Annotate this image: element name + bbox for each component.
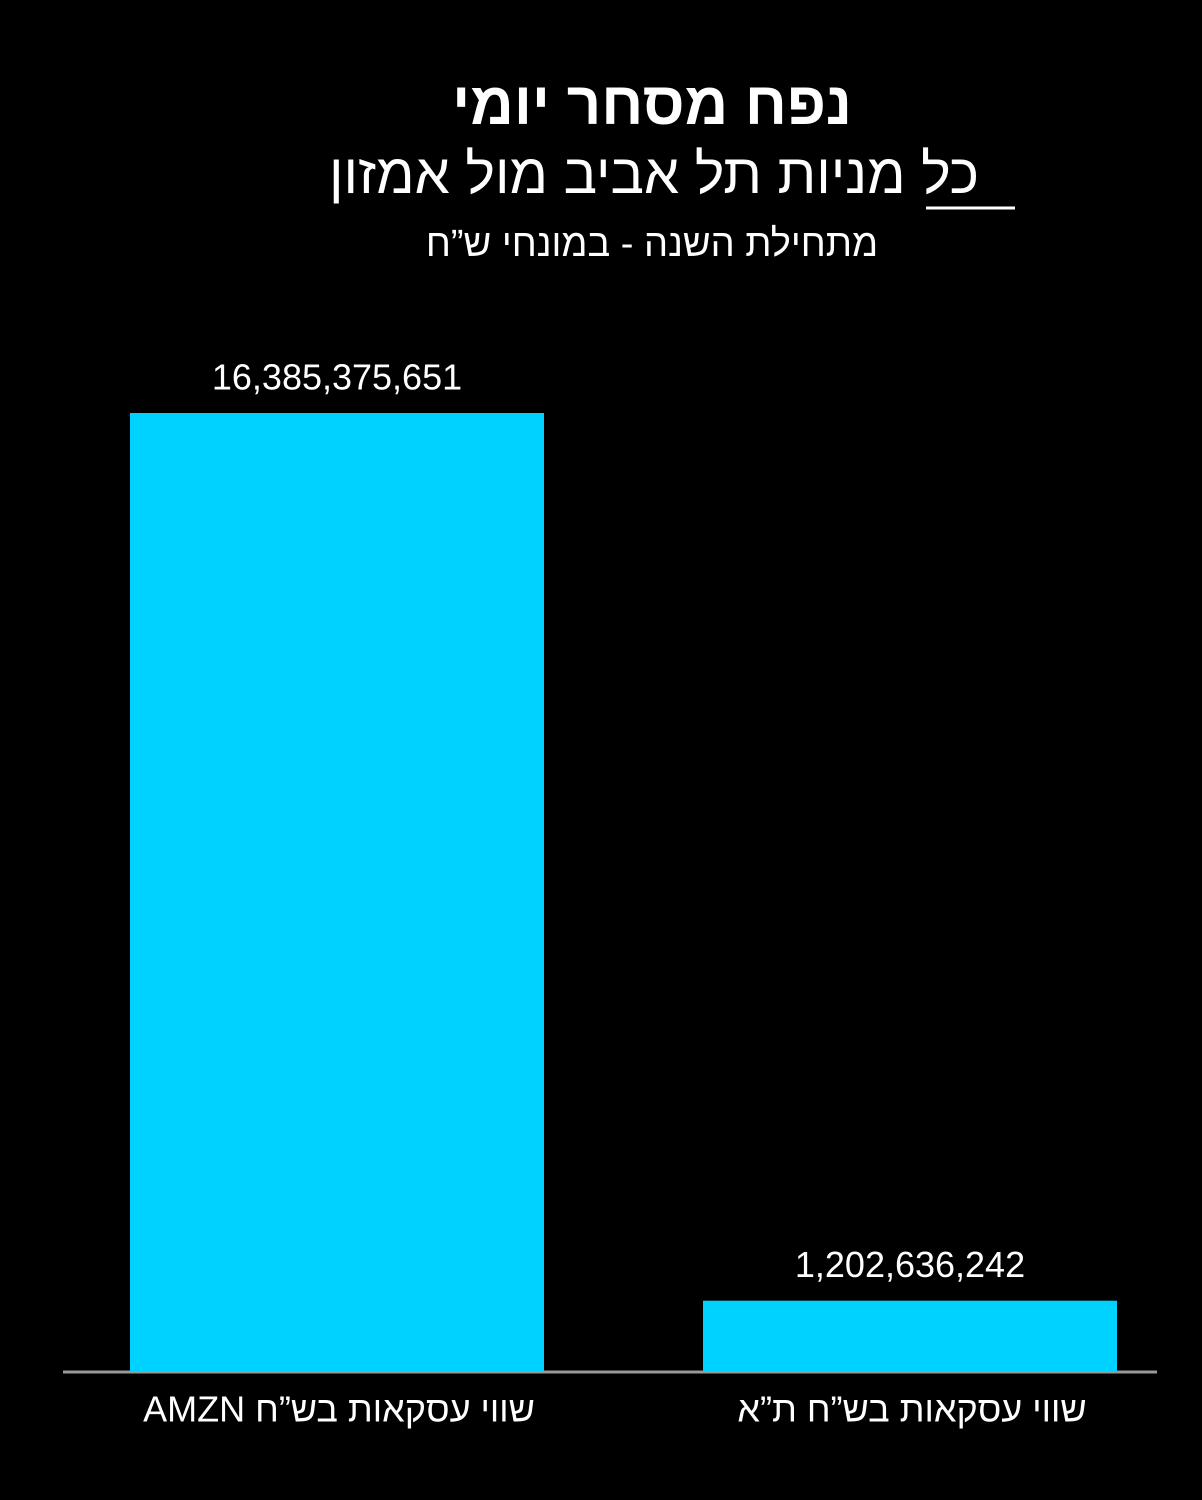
chart-note: מתחילת השנה - במונחי ש”ח — [426, 223, 878, 265]
bar — [130, 413, 544, 1371]
chart-title: נפח מסחר יומי — [452, 70, 852, 137]
bar — [703, 1300, 1117, 1371]
chart-subtitle: כל מניות תל אביב מול אמזון — [329, 142, 979, 205]
x-tick-label: שווי עסקאות בש”ח ת”א — [737, 1389, 1086, 1430]
value-label: 16,385,375,651 — [212, 357, 462, 398]
x-tick-label: שווי עסקאות בש”ח AMZN — [143, 1389, 535, 1430]
value-label: 1,202,636,242 — [795, 1244, 1025, 1285]
